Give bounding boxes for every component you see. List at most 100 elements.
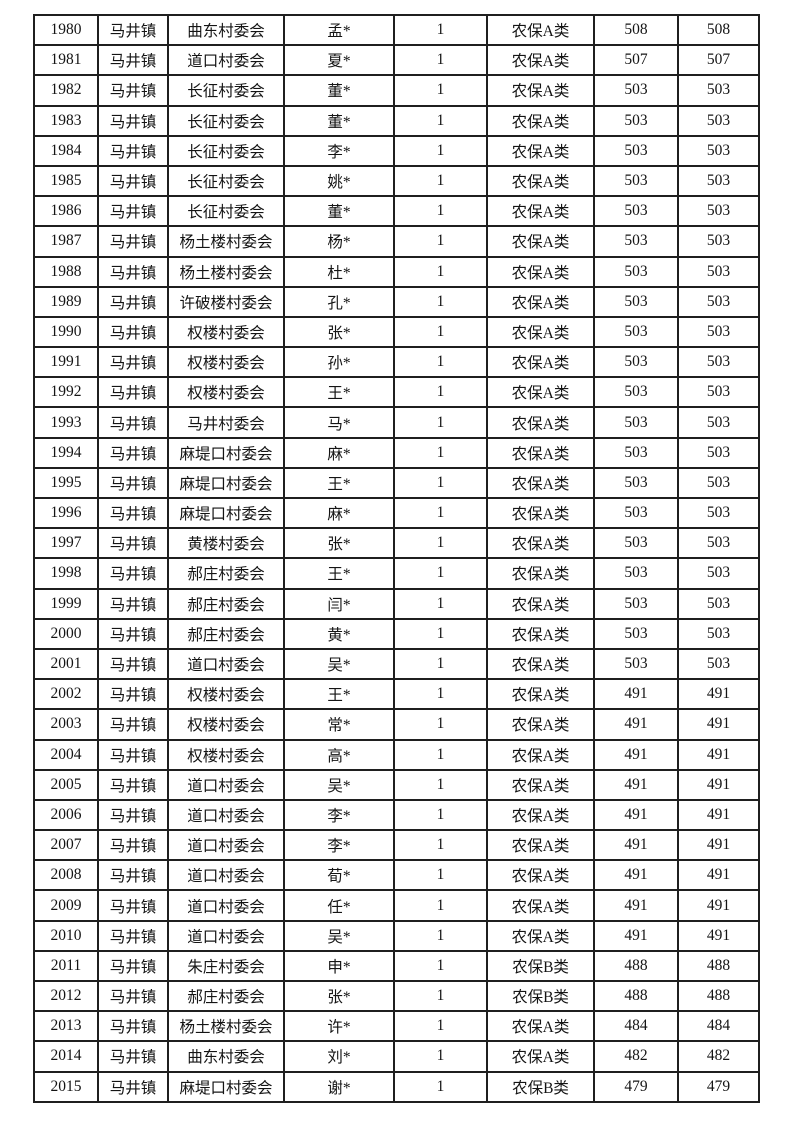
cell-town: 马井镇	[97, 315, 169, 349]
cell-serial: 1994	[33, 436, 99, 469]
cell-village: 杨土楼村委会	[167, 1010, 285, 1043]
cell-amount2: 503	[677, 74, 760, 107]
cell-name: 刘*	[283, 1040, 395, 1073]
cell-name: 任*	[283, 889, 395, 922]
table-row: 2015 马井镇 麻堤口村委会 谢* 1 农保B类 479 479	[33, 1070, 760, 1104]
table-row: 1981 马井镇 道口村委会 夏* 1 农保A类 507 507	[33, 44, 760, 77]
cell-serial: 1988	[33, 255, 99, 288]
cell-amount1: 503	[593, 436, 679, 469]
cell-count: 1	[393, 346, 488, 379]
table-row: 2012 马井镇 郝庄村委会 张* 1 农保B类 488 488	[33, 979, 760, 1013]
cell-amount1: 488	[593, 979, 679, 1013]
cell-amount1: 491	[593, 768, 679, 801]
cell-count: 1	[393, 617, 488, 650]
cell-name: 王*	[283, 376, 395, 409]
cell-amount1: 503	[593, 285, 679, 318]
table-row: 1980 马井镇 曲东村委会 孟* 1 农保A类 508 508	[33, 13, 760, 47]
cell-amount1: 491	[593, 798, 679, 832]
table-row: 2004 马井镇 权楼村委会 高* 1 农保A类 491 491	[33, 738, 760, 771]
table-row: 2008 马井镇 道口村委会 荀* 1 农保A类 491 491	[33, 859, 760, 892]
cell-category: 农保A类	[486, 1010, 595, 1043]
table-row: 1983 马井镇 长征村委会 董* 1 农保A类 503 503	[33, 104, 760, 137]
cell-village: 长征村委会	[167, 104, 285, 137]
table-row: 2014 马井镇 曲东村委会 刘* 1 农保A类 482 482	[33, 1040, 760, 1073]
cell-village: 权楼村委会	[167, 376, 285, 409]
cell-town: 马井镇	[97, 466, 169, 500]
cell-count: 1	[393, 44, 488, 77]
cell-name: 许*	[283, 1010, 395, 1043]
cell-town: 马井镇	[97, 285, 169, 318]
table-row: 1991 马井镇 权楼村委会 孙* 1 农保A类 503 503	[33, 346, 760, 379]
cell-count: 1	[393, 1040, 488, 1073]
table-row: 1995 马井镇 麻堤口村委会 王* 1 农保A类 503 503	[33, 466, 760, 500]
cell-name: 张*	[283, 979, 395, 1013]
table-row: 2013 马井镇 杨土楼村委会 许* 1 农保A类 484 484	[33, 1010, 760, 1043]
cell-amount2: 503	[677, 134, 760, 167]
cell-village: 道口村委会	[167, 889, 285, 922]
cell-town: 马井镇	[97, 949, 169, 983]
cell-serial: 2014	[33, 1040, 99, 1073]
cell-amount1: 503	[593, 617, 679, 650]
cell-amount2: 484	[677, 1010, 760, 1043]
table-row: 1990 马井镇 权楼村委会 张* 1 农保A类 503 503	[33, 315, 760, 349]
table-row: 1992 马井镇 权楼村委会 王* 1 农保A类 503 503	[33, 376, 760, 409]
cell-category: 农保A类	[486, 285, 595, 318]
cell-category: 农保A类	[486, 315, 595, 349]
table-body: 1980 马井镇 曲东村委会 孟* 1 农保A类 508 508 1981 马井镇 道口村委会 夏* 1…	[33, 13, 760, 1104]
table-row: 2003 马井镇 权楼村委会 常* 1 农保A类 491 491	[33, 708, 760, 741]
cell-amount1: 484	[593, 1010, 679, 1043]
cell-amount1: 503	[593, 587, 679, 620]
cell-name: 姚*	[283, 164, 395, 198]
cell-count: 1	[393, 979, 488, 1013]
cell-count: 1	[393, 315, 488, 349]
cell-village: 道口村委会	[167, 768, 285, 801]
table-row: 1999 马井镇 郝庄村委会 闫* 1 农保A类 503 503	[33, 587, 760, 620]
cell-town: 马井镇	[97, 829, 169, 862]
cell-serial: 2011	[33, 949, 99, 983]
cell-name: 孔*	[283, 285, 395, 318]
cell-amount2: 503	[677, 647, 760, 681]
cell-category: 农保A类	[486, 255, 595, 288]
cell-amount1: 507	[593, 44, 679, 77]
cell-name: 马*	[283, 406, 395, 439]
cell-count: 1	[393, 557, 488, 590]
cell-amount2: 503	[677, 406, 760, 439]
cell-serial: 1987	[33, 225, 99, 258]
cell-amount2: 488	[677, 979, 760, 1013]
cell-amount1: 491	[593, 738, 679, 771]
cell-village: 黄楼村委会	[167, 527, 285, 560]
cell-town: 马井镇	[97, 889, 169, 922]
cell-category: 农保A类	[486, 164, 595, 198]
table-row: 1998 马井镇 郝庄村委会 王* 1 农保A类 503 503	[33, 557, 760, 590]
cell-town: 马井镇	[97, 587, 169, 620]
cell-amount2: 482	[677, 1040, 760, 1073]
cell-village: 道口村委会	[167, 798, 285, 832]
cell-town: 马井镇	[97, 557, 169, 590]
cell-count: 1	[393, 678, 488, 711]
cell-village: 郝庄村委会	[167, 587, 285, 620]
cell-town: 马井镇	[97, 195, 169, 228]
cell-name: 李*	[283, 829, 395, 862]
cell-village: 郝庄村委会	[167, 557, 285, 590]
cell-name: 闫*	[283, 587, 395, 620]
cell-village: 道口村委会	[167, 829, 285, 862]
cell-amount2: 503	[677, 436, 760, 469]
cell-amount2: 491	[677, 768, 760, 801]
cell-village: 麻堤口村委会	[167, 466, 285, 500]
cell-category: 农保A类	[486, 738, 595, 771]
cell-town: 马井镇	[97, 919, 169, 952]
cell-amount2: 503	[677, 315, 760, 349]
cell-category: 农保A类	[486, 74, 595, 107]
cell-category: 农保A类	[486, 44, 595, 77]
cell-name: 李*	[283, 134, 395, 167]
cell-village: 麻堤口村委会	[167, 1070, 285, 1104]
cell-serial: 1981	[33, 44, 99, 77]
cell-count: 1	[393, 496, 488, 530]
cell-amount2: 503	[677, 164, 760, 198]
cell-village: 麻堤口村委会	[167, 436, 285, 469]
cell-village: 马井村委会	[167, 406, 285, 439]
cell-amount2: 507	[677, 44, 760, 77]
table-row: 2011 马井镇 朱庄村委会 申* 1 农保B类 488 488	[33, 949, 760, 983]
cell-category: 农保A类	[486, 346, 595, 379]
